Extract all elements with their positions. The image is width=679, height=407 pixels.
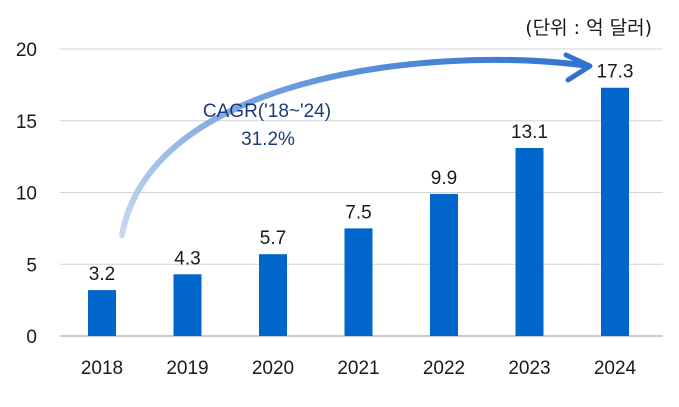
data-label-2020: 5.7 bbox=[260, 228, 286, 249]
bar-2021 bbox=[344, 228, 373, 336]
x-tick-label-2019: 2019 bbox=[166, 358, 208, 379]
data-label-2024: 17.3 bbox=[597, 62, 634, 83]
bar-2018 bbox=[88, 290, 116, 336]
data-label-2023: 13.1 bbox=[511, 122, 548, 143]
x-tick-label-2021: 2021 bbox=[337, 358, 379, 379]
y-tick-label: 20 bbox=[16, 40, 37, 61]
data-label-2022: 9.9 bbox=[431, 168, 457, 189]
y-tick-label: 5 bbox=[26, 255, 37, 276]
bar-2019 bbox=[173, 274, 202, 336]
x-tick-label-2023: 2023 bbox=[508, 358, 550, 379]
data-label-2021: 7.5 bbox=[345, 202, 371, 223]
cagr-arrowhead bbox=[563, 52, 593, 83]
cagr-label: CAGR('18~'24) bbox=[203, 101, 331, 122]
bar-2020 bbox=[259, 254, 287, 336]
bar-2022 bbox=[430, 193, 458, 336]
bar-2023 bbox=[515, 148, 544, 336]
x-tick-label-2022: 2022 bbox=[423, 358, 465, 379]
y-tick-label: 10 bbox=[16, 184, 37, 205]
data-labels: 3.2 4.3 5.7 7.5 9.9 13.1 17.3 bbox=[89, 62, 634, 285]
y-tick-label: 0 bbox=[26, 327, 37, 348]
unit-label: (단위 : 억 달러) bbox=[525, 17, 652, 39]
y-tick-label: 15 bbox=[16, 112, 37, 133]
x-tick-label-2024: 2024 bbox=[594, 358, 637, 379]
x-tick-label-2018: 2018 bbox=[81, 358, 123, 379]
gridlines bbox=[60, 48, 663, 337]
cagr-value: 31.2% bbox=[241, 129, 295, 150]
x-tick-label-2020: 2020 bbox=[252, 358, 294, 379]
data-label-2018: 3.2 bbox=[89, 264, 115, 285]
bar-2024 bbox=[601, 87, 629, 337]
x-axis-ticks: 2018 2019 2020 2021 2022 2023 2024 bbox=[81, 358, 637, 379]
bars bbox=[88, 87, 629, 337]
y-axis-ticks: 0 5 10 15 20 bbox=[16, 40, 37, 348]
data-label-2019: 4.3 bbox=[174, 248, 200, 269]
cagr-arrow bbox=[119, 56, 585, 238]
